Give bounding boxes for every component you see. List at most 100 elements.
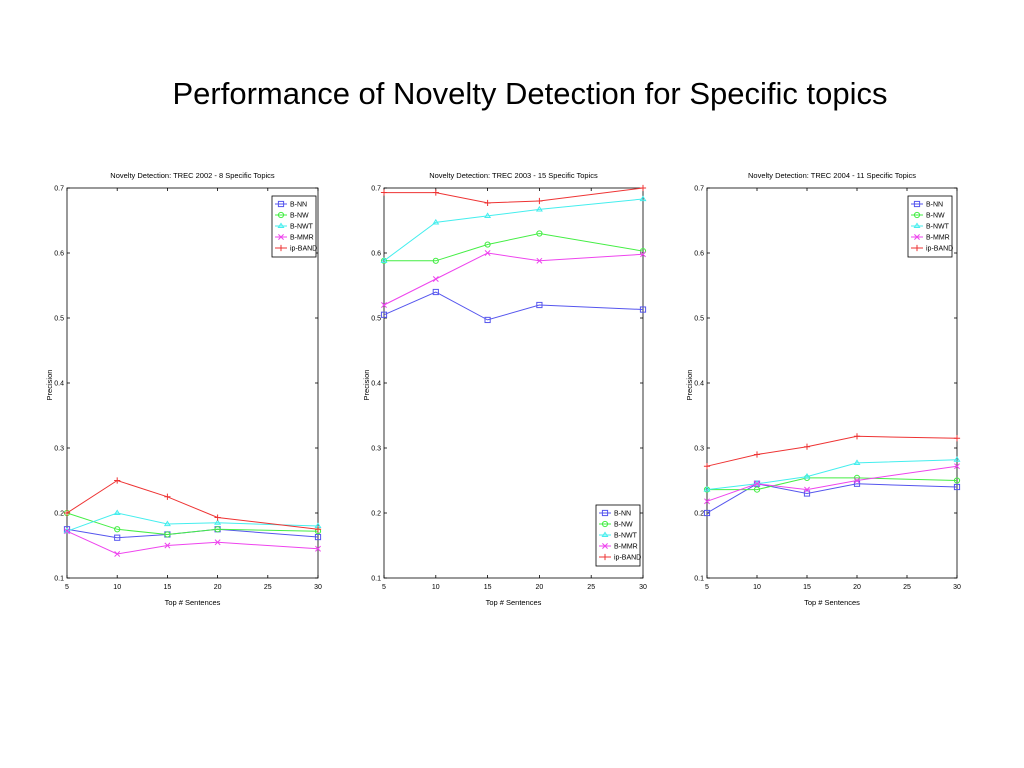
- y-tick-label: 0.1: [54, 576, 64, 583]
- legend-marker-b-mmr: [602, 543, 608, 549]
- legend-label-b-nn: B-NN: [926, 202, 943, 209]
- series-line-b-nwt: [706, 459, 958, 491]
- series-line-b-nw: [66, 512, 319, 536]
- y-tick-label: 0.2: [54, 511, 64, 518]
- series-line-b-nwt: [383, 198, 644, 262]
- x-tick-label: 25: [264, 584, 272, 591]
- legend-marker-ip-band: [601, 553, 609, 561]
- x-tick-label: 20: [214, 584, 222, 591]
- data-point-b-nw: [953, 477, 961, 484]
- data-point-b-mmr: [164, 542, 171, 549]
- data-point-b-nw: [484, 241, 491, 248]
- x-axis-label: Top # Sentences: [804, 598, 860, 607]
- x-tick-label: 30: [953, 584, 961, 591]
- data-point-b-nn: [803, 490, 811, 497]
- legend-label-b-nw: B-NW: [290, 213, 309, 220]
- chart-title: Novelty Detection: TREC 2004 - 11 Specif…: [748, 171, 916, 180]
- data-point-b-mmr: [536, 257, 543, 264]
- y-tick-label: 0.3: [54, 446, 64, 453]
- y-tick-label: 0.6: [371, 251, 381, 258]
- series-line-b-nwt: [66, 512, 319, 532]
- data-point-b-nw: [432, 257, 439, 264]
- y-axis-label: Precision: [362, 370, 371, 401]
- data-point-b-nn: [484, 316, 491, 324]
- series-b-nw: [703, 474, 961, 493]
- legend-marker-b-mmr: [914, 234, 920, 240]
- series-line-ip-band: [706, 435, 958, 467]
- legend-label-b-nwt: B-NWT: [614, 533, 638, 540]
- data-point-b-mmr: [315, 545, 321, 552]
- legend: B-NN B-NW B-NWT B-MMR ip-BAND: [271, 195, 317, 258]
- y-tick-label: 0.6: [694, 251, 704, 258]
- y-axis-label: Precision: [685, 370, 694, 401]
- legend-label-b-nwt: B-NWT: [290, 224, 314, 231]
- series-b-nw: [380, 230, 647, 264]
- x-tick-label: 25: [903, 584, 911, 591]
- data-point-b-mmr: [804, 486, 810, 493]
- data-point-ip-band: [380, 189, 388, 196]
- series-b-mmr: [381, 250, 646, 308]
- y-tick-label: 0.5: [694, 316, 704, 323]
- data-point-b-nwt: [163, 520, 171, 527]
- y-tick-label: 0.2: [371, 511, 381, 518]
- data-point-b-nn: [703, 509, 711, 517]
- data-point-b-mmr: [214, 539, 221, 546]
- data-point-b-nwt: [484, 212, 492, 219]
- legend-marker-b-nwt: [277, 222, 285, 229]
- y-tick-label: 0.1: [694, 576, 704, 583]
- legend-marker-b-nwt: [913, 222, 921, 229]
- data-point-ip-band: [753, 451, 761, 458]
- x-tick-label: 5: [382, 584, 386, 591]
- chart-title: Novelty Detection: TREC 2003 - 15 Specif…: [429, 171, 598, 180]
- data-point-b-nn: [639, 306, 647, 313]
- x-tick-label: 15: [803, 584, 811, 591]
- data-point-b-nwt: [803, 473, 811, 479]
- data-point-ip-band: [853, 433, 861, 440]
- y-tick-label: 0.7: [694, 186, 704, 193]
- data-point-b-nn: [432, 288, 439, 296]
- x-tick-label: 20: [536, 584, 544, 591]
- data-point-ip-band: [432, 189, 439, 196]
- data-point-b-mmr: [754, 480, 760, 487]
- x-tick-label: 30: [314, 584, 322, 591]
- data-point-b-mmr: [640, 251, 646, 258]
- data-point-b-nwt: [639, 195, 647, 202]
- legend-label-ip-band: ip-BAND: [614, 555, 641, 562]
- x-axis-label: Top # Sentences: [165, 598, 221, 607]
- legend-marker-b-nw: [913, 211, 921, 219]
- legend-marker-ip-band: [913, 244, 921, 252]
- legend-label-b-nw: B-NW: [614, 522, 633, 529]
- data-point-b-mmr: [704, 498, 710, 505]
- series-b-nwt: [703, 456, 961, 492]
- data-point-b-mmr: [484, 250, 491, 256]
- legend-marker-b-nn: [601, 509, 609, 517]
- data-point-b-nw: [114, 526, 121, 533]
- y-tick-label: 0.4: [371, 381, 381, 388]
- x-tick-label: 10: [753, 584, 761, 591]
- data-point-b-mmr: [114, 550, 121, 557]
- x-tick-label: 25: [587, 584, 595, 591]
- data-point-b-nwt: [380, 257, 388, 263]
- data-point-b-nn: [536, 301, 543, 309]
- series-line-b-nw: [384, 232, 644, 262]
- legend-label-b-mmr: B-MMR: [290, 235, 314, 242]
- x-tick-label: 20: [853, 584, 861, 591]
- y-tick-label: 0.3: [694, 446, 704, 453]
- data-point-b-nwt: [953, 456, 961, 462]
- data-point-b-nn: [953, 483, 961, 491]
- legend-marker-b-nwt: [601, 531, 609, 538]
- x-tick-label: 15: [484, 584, 492, 591]
- legend-label-b-nn: B-NN: [614, 511, 631, 518]
- data-point-b-nw: [214, 526, 221, 533]
- chart-title: Novelty Detection: TREC 2002 - 8 Specifi…: [110, 171, 275, 180]
- x-tick-label: 30: [639, 584, 647, 591]
- data-point-b-nw: [536, 230, 543, 237]
- y-tick-label: 0.7: [54, 186, 64, 193]
- data-point-b-nn: [114, 534, 121, 541]
- series-ip-band: [380, 184, 647, 207]
- data-point-ip-band: [536, 197, 543, 205]
- data-point-ip-band: [114, 477, 121, 484]
- series-b-nn: [380, 288, 647, 324]
